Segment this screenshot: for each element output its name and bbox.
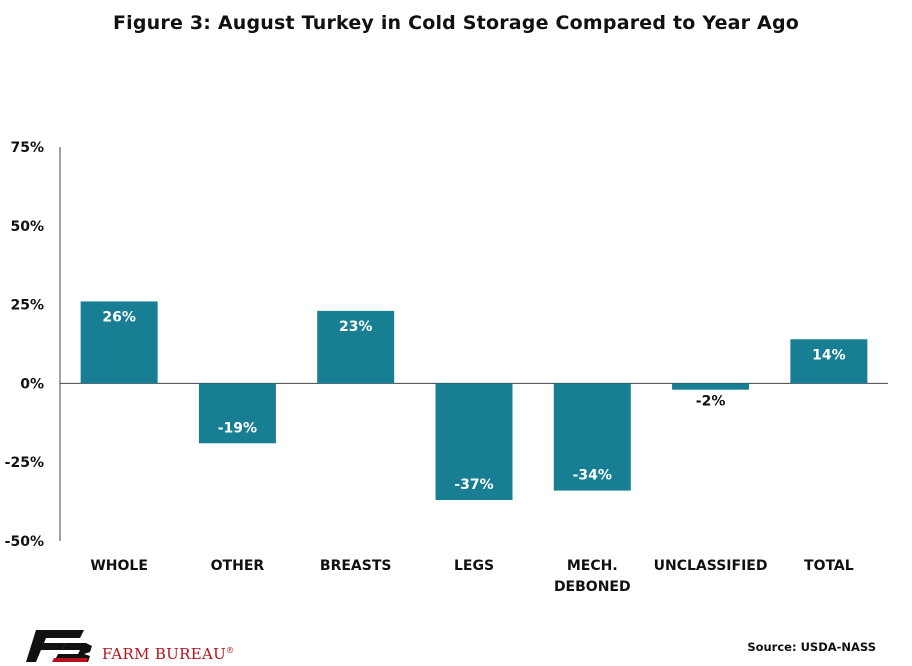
category-label: UNCLASSIFIED — [654, 558, 768, 574]
y-tick-label: 50% — [10, 219, 44, 235]
data-label: -2% — [696, 394, 726, 410]
source-note: Source: USDA-NASS — [747, 640, 876, 654]
bar — [790, 339, 868, 384]
category-label-line: UNCLASSIFIED — [654, 558, 768, 574]
category-label-line: MECH. — [567, 558, 618, 574]
data-label: 14% — [812, 347, 846, 363]
bar — [198, 383, 276, 444]
chart-bars — [80, 301, 868, 501]
y-tick-label: 75% — [10, 140, 44, 156]
logo-text: FARM BUREAU — [102, 645, 227, 663]
category-label-line: LEGS — [454, 558, 494, 574]
category-label: BREASTS — [320, 558, 392, 574]
data-label: 26% — [102, 309, 136, 325]
category-label: MECH. DEBONED — [554, 558, 631, 595]
bar-chart: 75% 50% 25% 0% -25% -50% 26% WHOLE -19% OTHER 23%… — [5, 140, 888, 595]
category-label-line: TOTAL — [804, 558, 854, 574]
y-tick-label: -25% — [5, 455, 44, 471]
category-label: OTHER — [211, 558, 265, 574]
bar — [317, 310, 395, 384]
category-label-line: OTHER — [211, 558, 265, 574]
category-label: TOTAL — [804, 558, 854, 574]
logo-registered-mark: ® — [226, 646, 235, 655]
category-label-line: WHOLE — [90, 558, 148, 574]
data-label: -37% — [454, 477, 493, 493]
y-tick-label: 25% — [10, 298, 44, 314]
chart-title: Figure 3: August Turkey in Cold Storage … — [112, 12, 800, 34]
y-tick-label: -50% — [5, 534, 44, 550]
category-label: LEGS — [454, 558, 494, 574]
bar — [672, 383, 750, 390]
bar — [80, 301, 158, 384]
data-label: -34% — [573, 468, 612, 484]
category-label-line: BREASTS — [320, 558, 392, 574]
y-tick-label: 0% — [20, 376, 44, 392]
category-label-line: DEBONED — [554, 579, 631, 595]
data-label: -19% — [218, 420, 257, 436]
category-label: WHOLE — [90, 558, 148, 574]
farm-bureau-logo: FARM BUREAU® — [22, 628, 242, 664]
bar — [553, 383, 631, 491]
bar — [435, 383, 513, 501]
farm-bureau-logo-icon — [26, 630, 92, 662]
data-label: 23% — [339, 319, 373, 335]
chart-labels: 26% WHOLE -19% OTHER 23% BREASTS -37% LEGS -34% M… — [90, 309, 853, 595]
